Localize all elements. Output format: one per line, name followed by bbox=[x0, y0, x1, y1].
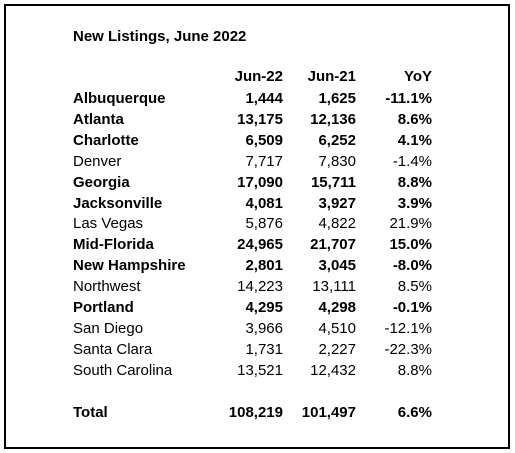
cell: 7,717 bbox=[245, 152, 283, 170]
cell: 4,822 bbox=[318, 215, 356, 233]
cell: 15,711 bbox=[310, 173, 356, 191]
cell: 3.9% bbox=[397, 194, 432, 212]
cell: -8.0% bbox=[392, 257, 432, 275]
cell: 13,521 bbox=[237, 361, 283, 379]
column-header: YoY bbox=[403, 68, 432, 85]
row-label: Northwest bbox=[73, 278, 141, 296]
cell: 101,497 bbox=[301, 404, 356, 421]
title: New Listings, June 2022 bbox=[73, 28, 247, 45]
cell: 108,219 bbox=[228, 404, 283, 421]
cell: 15.0% bbox=[389, 236, 432, 254]
cell: 3,045 bbox=[318, 257, 356, 275]
row-label: Atlanta bbox=[73, 110, 124, 128]
cell: 13,111 bbox=[312, 278, 356, 296]
cell: 3,966 bbox=[245, 319, 283, 337]
column-header: Jun-21 bbox=[307, 68, 356, 85]
cell: 8.8% bbox=[397, 361, 432, 379]
cell: -11.1% bbox=[385, 90, 432, 107]
cell: -22.3% bbox=[384, 340, 432, 358]
cell: 14,223 bbox=[237, 278, 283, 296]
cell: 4,295 bbox=[245, 299, 283, 316]
column-header: Jun-22 bbox=[234, 68, 283, 85]
cell: 1,444 bbox=[245, 90, 283, 107]
table-frame bbox=[4, 4, 510, 449]
row-label: Jacksonville bbox=[73, 194, 163, 212]
row-label: Georgia bbox=[73, 173, 130, 191]
row-label: Charlotte bbox=[73, 131, 139, 149]
cell: 4,081 bbox=[245, 194, 283, 212]
cell: 4,510 bbox=[318, 319, 356, 337]
row-label: Santa Clara bbox=[73, 340, 153, 358]
cell: 4.1% bbox=[397, 131, 432, 149]
cell: -1.4% bbox=[392, 152, 432, 170]
cell: 6,509 bbox=[245, 131, 283, 149]
row-label: South Carolina bbox=[73, 361, 173, 379]
cell: 13,175 bbox=[237, 110, 283, 128]
cell: 17,090 bbox=[237, 173, 283, 191]
row-label: Las Vegas bbox=[73, 215, 144, 233]
cell: 8.8% bbox=[397, 173, 432, 191]
row-label: Denver bbox=[73, 152, 122, 170]
row-label: Mid-Florida bbox=[73, 236, 154, 254]
cell: -12.1% bbox=[384, 319, 432, 337]
cell: 1,731 bbox=[245, 340, 283, 358]
cell: 8.5% bbox=[397, 278, 432, 296]
cell: 21,707 bbox=[310, 236, 356, 254]
cell: 6,252 bbox=[318, 131, 356, 149]
row-label: New Hampshire bbox=[73, 257, 186, 275]
cell: 12,136 bbox=[310, 110, 356, 128]
row-label: Portland bbox=[73, 299, 134, 316]
cell: 8.6% bbox=[397, 110, 432, 128]
cell: -0.1% bbox=[392, 299, 432, 316]
cell: 1,625 bbox=[318, 90, 356, 107]
cell: 12,432 bbox=[310, 361, 356, 379]
cell: 3,927 bbox=[318, 194, 356, 212]
cell: 24,965 bbox=[237, 236, 283, 254]
row-label: Total bbox=[73, 404, 108, 421]
row-label: Albuquerque bbox=[73, 90, 166, 107]
row-label: San Diego bbox=[73, 319, 144, 337]
cell: 7,830 bbox=[318, 152, 356, 170]
cell: 2,801 bbox=[245, 257, 283, 275]
cell: 2,227 bbox=[318, 340, 356, 358]
cell: 21.9% bbox=[389, 215, 432, 233]
cell: 4,298 bbox=[318, 299, 356, 316]
cell: 5,876 bbox=[245, 215, 283, 233]
cell: 6.6% bbox=[397, 404, 432, 421]
